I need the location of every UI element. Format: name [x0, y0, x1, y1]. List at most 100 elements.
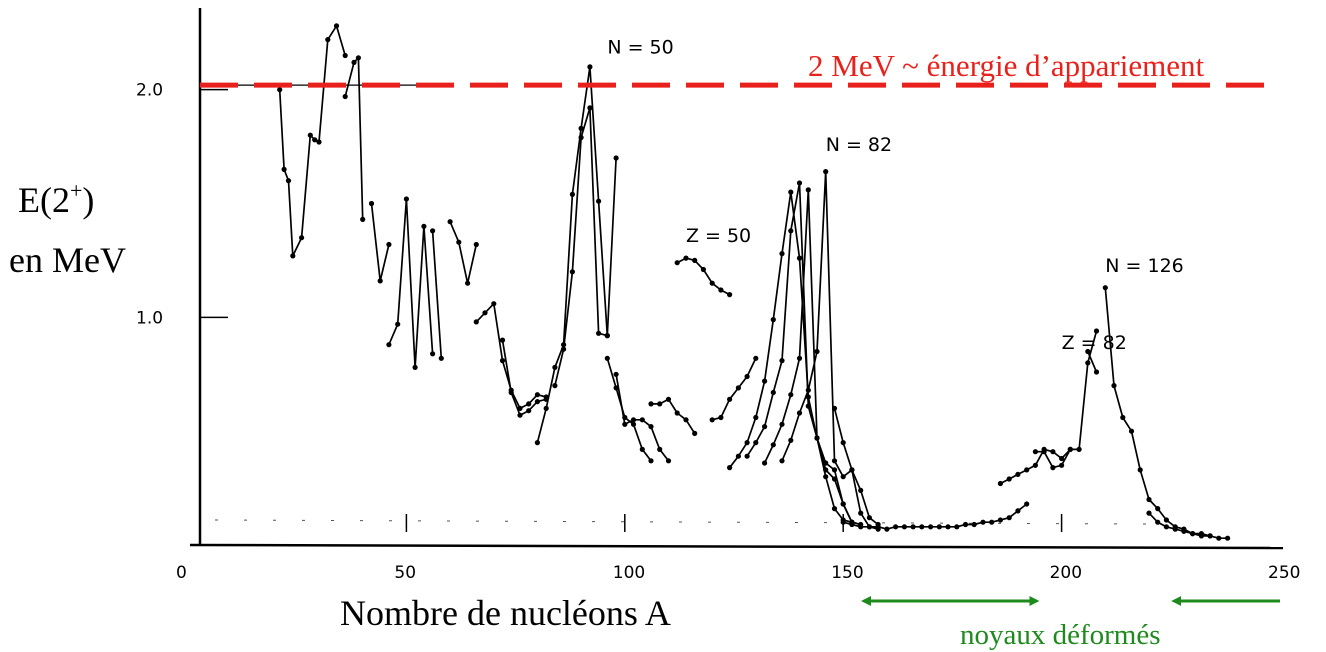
data-point	[430, 228, 436, 234]
data-point	[430, 351, 436, 357]
data-point	[657, 401, 663, 407]
x-tick-label: 0	[176, 563, 187, 583]
data-point	[473, 241, 479, 248]
data-point	[1015, 471, 1021, 477]
data-point	[552, 364, 558, 370]
data-point	[840, 501, 846, 507]
data-point	[596, 198, 602, 204]
data-point	[325, 37, 331, 43]
data-point	[1216, 535, 1222, 541]
x-axis-label: Nombre de nucléons A	[340, 593, 671, 633]
x-tick-label: 100	[613, 563, 645, 583]
data-point	[980, 519, 986, 525]
series-line-18	[763, 189, 861, 526]
data-point	[727, 292, 733, 298]
data-point	[840, 519, 846, 525]
data-point	[753, 414, 759, 421]
data-point	[831, 405, 838, 411]
data-point	[281, 166, 287, 172]
data-point	[1093, 369, 1100, 375]
data-point	[491, 301, 497, 307]
data-point	[1067, 446, 1073, 452]
series-line-5	[431, 230, 443, 359]
series-line-3	[370, 203, 390, 282]
data-point	[997, 480, 1004, 487]
magic-number-label: N = 82	[826, 134, 892, 156]
data-point	[1163, 517, 1169, 523]
data-point	[762, 424, 768, 430]
data-point	[342, 52, 348, 59]
data-point	[1041, 449, 1047, 455]
data-point	[499, 358, 506, 364]
data-point	[692, 257, 698, 263]
data-point	[884, 526, 890, 532]
data-point	[299, 235, 305, 241]
data-point	[604, 355, 610, 361]
data-point	[744, 440, 750, 446]
data-point	[1059, 455, 1065, 462]
data-point	[277, 87, 283, 93]
series-line-25	[1104, 287, 1228, 540]
series-line-4	[388, 198, 434, 369]
data-point	[290, 253, 296, 259]
data-point	[875, 526, 881, 532]
data-point	[858, 487, 864, 493]
data-point	[971, 521, 977, 528]
data-point	[849, 467, 855, 473]
data-point	[762, 460, 768, 466]
data-point	[587, 64, 593, 70]
data-point	[508, 389, 514, 396]
data-point	[709, 417, 715, 423]
data-point	[355, 55, 361, 61]
data-point	[753, 440, 759, 446]
data-point	[312, 137, 318, 143]
data-point	[613, 155, 619, 161]
data-point	[456, 239, 462, 245]
data-point	[1172, 526, 1178, 532]
data-point	[744, 453, 750, 459]
data-point	[779, 458, 785, 464]
data-point	[534, 399, 541, 405]
data-point	[919, 524, 925, 530]
data-point	[727, 396, 733, 402]
data-point	[1093, 328, 1100, 334]
data-point	[386, 241, 392, 248]
data-point	[989, 519, 995, 525]
series-line-2	[344, 56, 364, 220]
data-point	[639, 417, 645, 423]
data-point	[831, 458, 838, 464]
data-point	[596, 330, 602, 336]
data-point	[473, 319, 479, 325]
data-point	[683, 255, 689, 261]
data-point	[814, 348, 820, 355]
data-point	[674, 260, 680, 266]
data-point	[1006, 515, 1012, 521]
data-point	[823, 474, 829, 480]
data-point	[858, 510, 864, 516]
x-tick-label: 250	[1268, 563, 1300, 583]
data-point	[630, 421, 637, 427]
baseline-dashes	[214, 519, 1151, 525]
data-point	[1155, 506, 1161, 512]
data-point	[866, 524, 873, 530]
series-line-21	[833, 408, 879, 530]
x-axis-line	[189, 543, 1284, 550]
data-point	[779, 421, 785, 427]
data-point	[1198, 531, 1204, 537]
data-point	[1128, 428, 1135, 434]
data-point	[1225, 535, 1231, 541]
data-point	[945, 524, 951, 530]
data-point	[1155, 519, 1161, 525]
data-point	[1085, 360, 1091, 366]
data-point	[1076, 446, 1082, 452]
data-point	[1111, 383, 1117, 389]
data-point	[718, 414, 724, 421]
data-point	[1024, 467, 1030, 473]
data-point	[342, 93, 348, 100]
data-point	[735, 453, 742, 459]
data-point	[561, 346, 567, 352]
data-point	[893, 524, 899, 530]
deformed-nuclei-label: noyaux déformés	[960, 619, 1161, 651]
data-point	[1146, 510, 1152, 516]
